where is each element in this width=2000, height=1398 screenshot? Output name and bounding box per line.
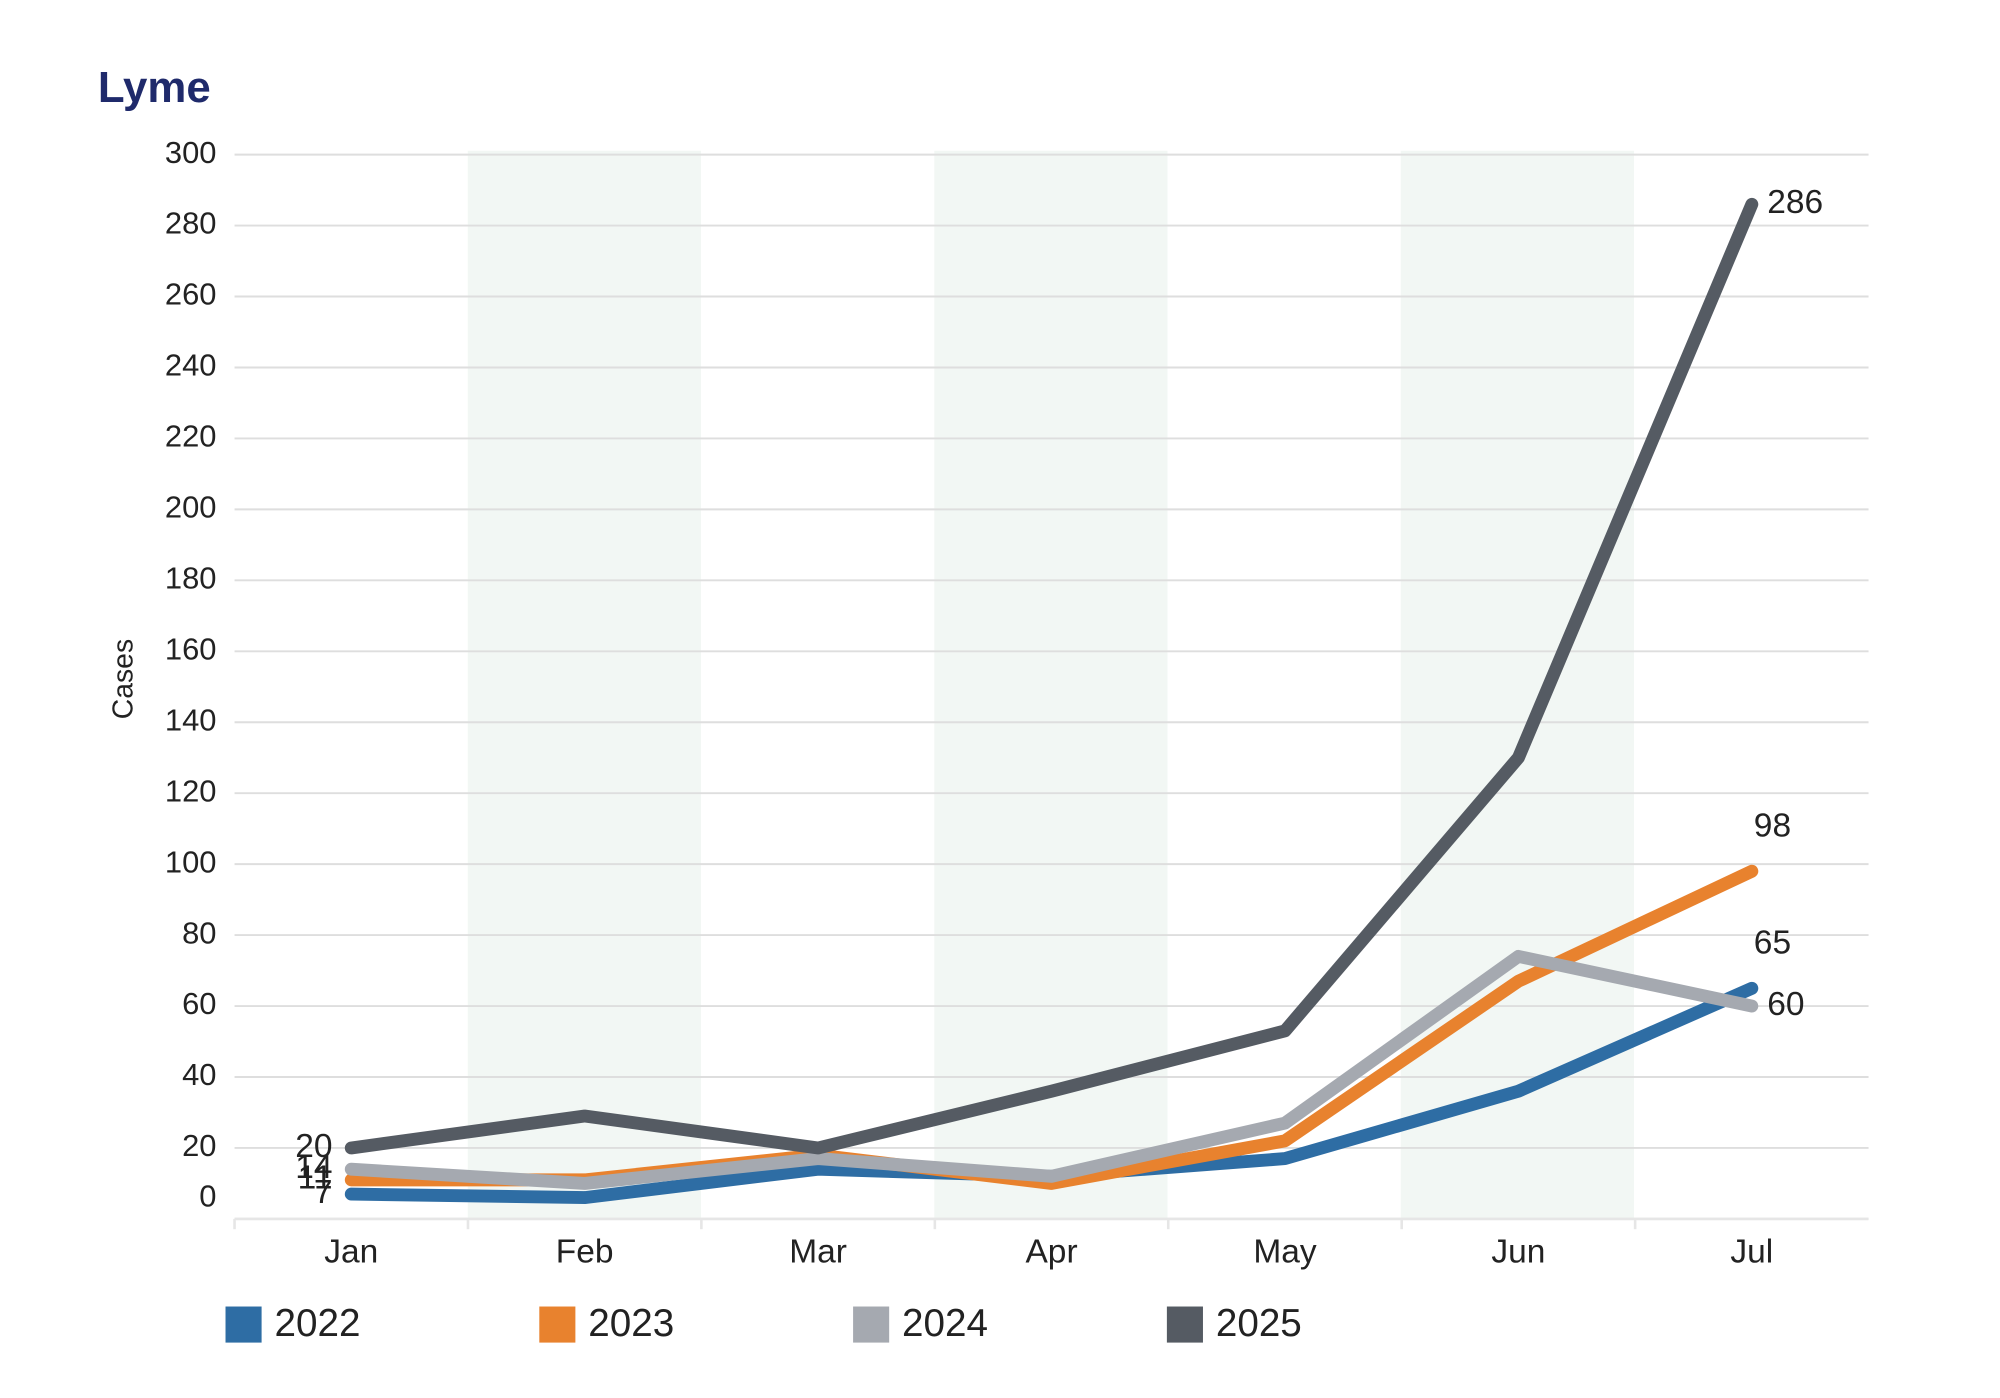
y-tick-label: 40 [182,1057,216,1092]
y-tick-label: 200 [165,490,217,525]
y-tick-label: 260 [165,277,217,312]
legend-label: 2024 [902,1302,988,1345]
x-tick-label: Jul [1730,1234,1773,1271]
y-tick-label: 240 [165,348,217,383]
y-tick-label: 300 [165,135,217,170]
data-label: 14 [295,1149,332,1186]
data-label: 20 [295,1128,332,1165]
legend-swatch [853,1306,890,1343]
legend-label: 2025 [1216,1302,1302,1345]
y-tick-label: 220 [165,419,217,454]
y-tick-label: 120 [165,773,217,808]
x-tick-label: Jan [324,1234,378,1271]
y-tick-label: 0 [199,1178,216,1213]
data-label: 65 [1754,924,1791,961]
data-label: 60 [1767,986,1804,1023]
data-label: 7 [314,1174,333,1211]
data-label: 286 [1767,184,1823,221]
y-tick-label: 160 [165,631,217,666]
data-label: 11 [298,1160,333,1197]
legend-swatch [539,1306,576,1343]
x-tick-label: Feb [556,1234,614,1271]
series-line [344,197,1759,1155]
x-tick-label: Mar [789,1234,847,1271]
y-axis-label: Cases [107,639,139,719]
legend-label: 2022 [274,1302,360,1345]
y-tick-label: 60 [182,986,216,1021]
x-tick-label: Jun [1491,1234,1545,1271]
series-line [344,949,1759,1190]
y-tick-label: 20 [182,1128,216,1163]
chart-title: Lyme [98,63,211,112]
legend-label: 2023 [588,1302,674,1345]
y-tick-label: 180 [165,561,217,596]
legend-swatch [225,1306,262,1343]
y-tick-label: 140 [165,702,217,737]
x-tick-label: May [1253,1234,1317,1271]
column-band [467,150,702,1219]
legend-swatch [1166,1306,1203,1343]
y-tick-label: 80 [182,915,216,950]
column-band [934,150,1168,1219]
data-label: 98 [1754,807,1791,844]
x-tick-label: Apr [1025,1234,1077,1271]
y-tick-label: 100 [165,844,217,879]
y-tick-label: 280 [165,206,217,241]
